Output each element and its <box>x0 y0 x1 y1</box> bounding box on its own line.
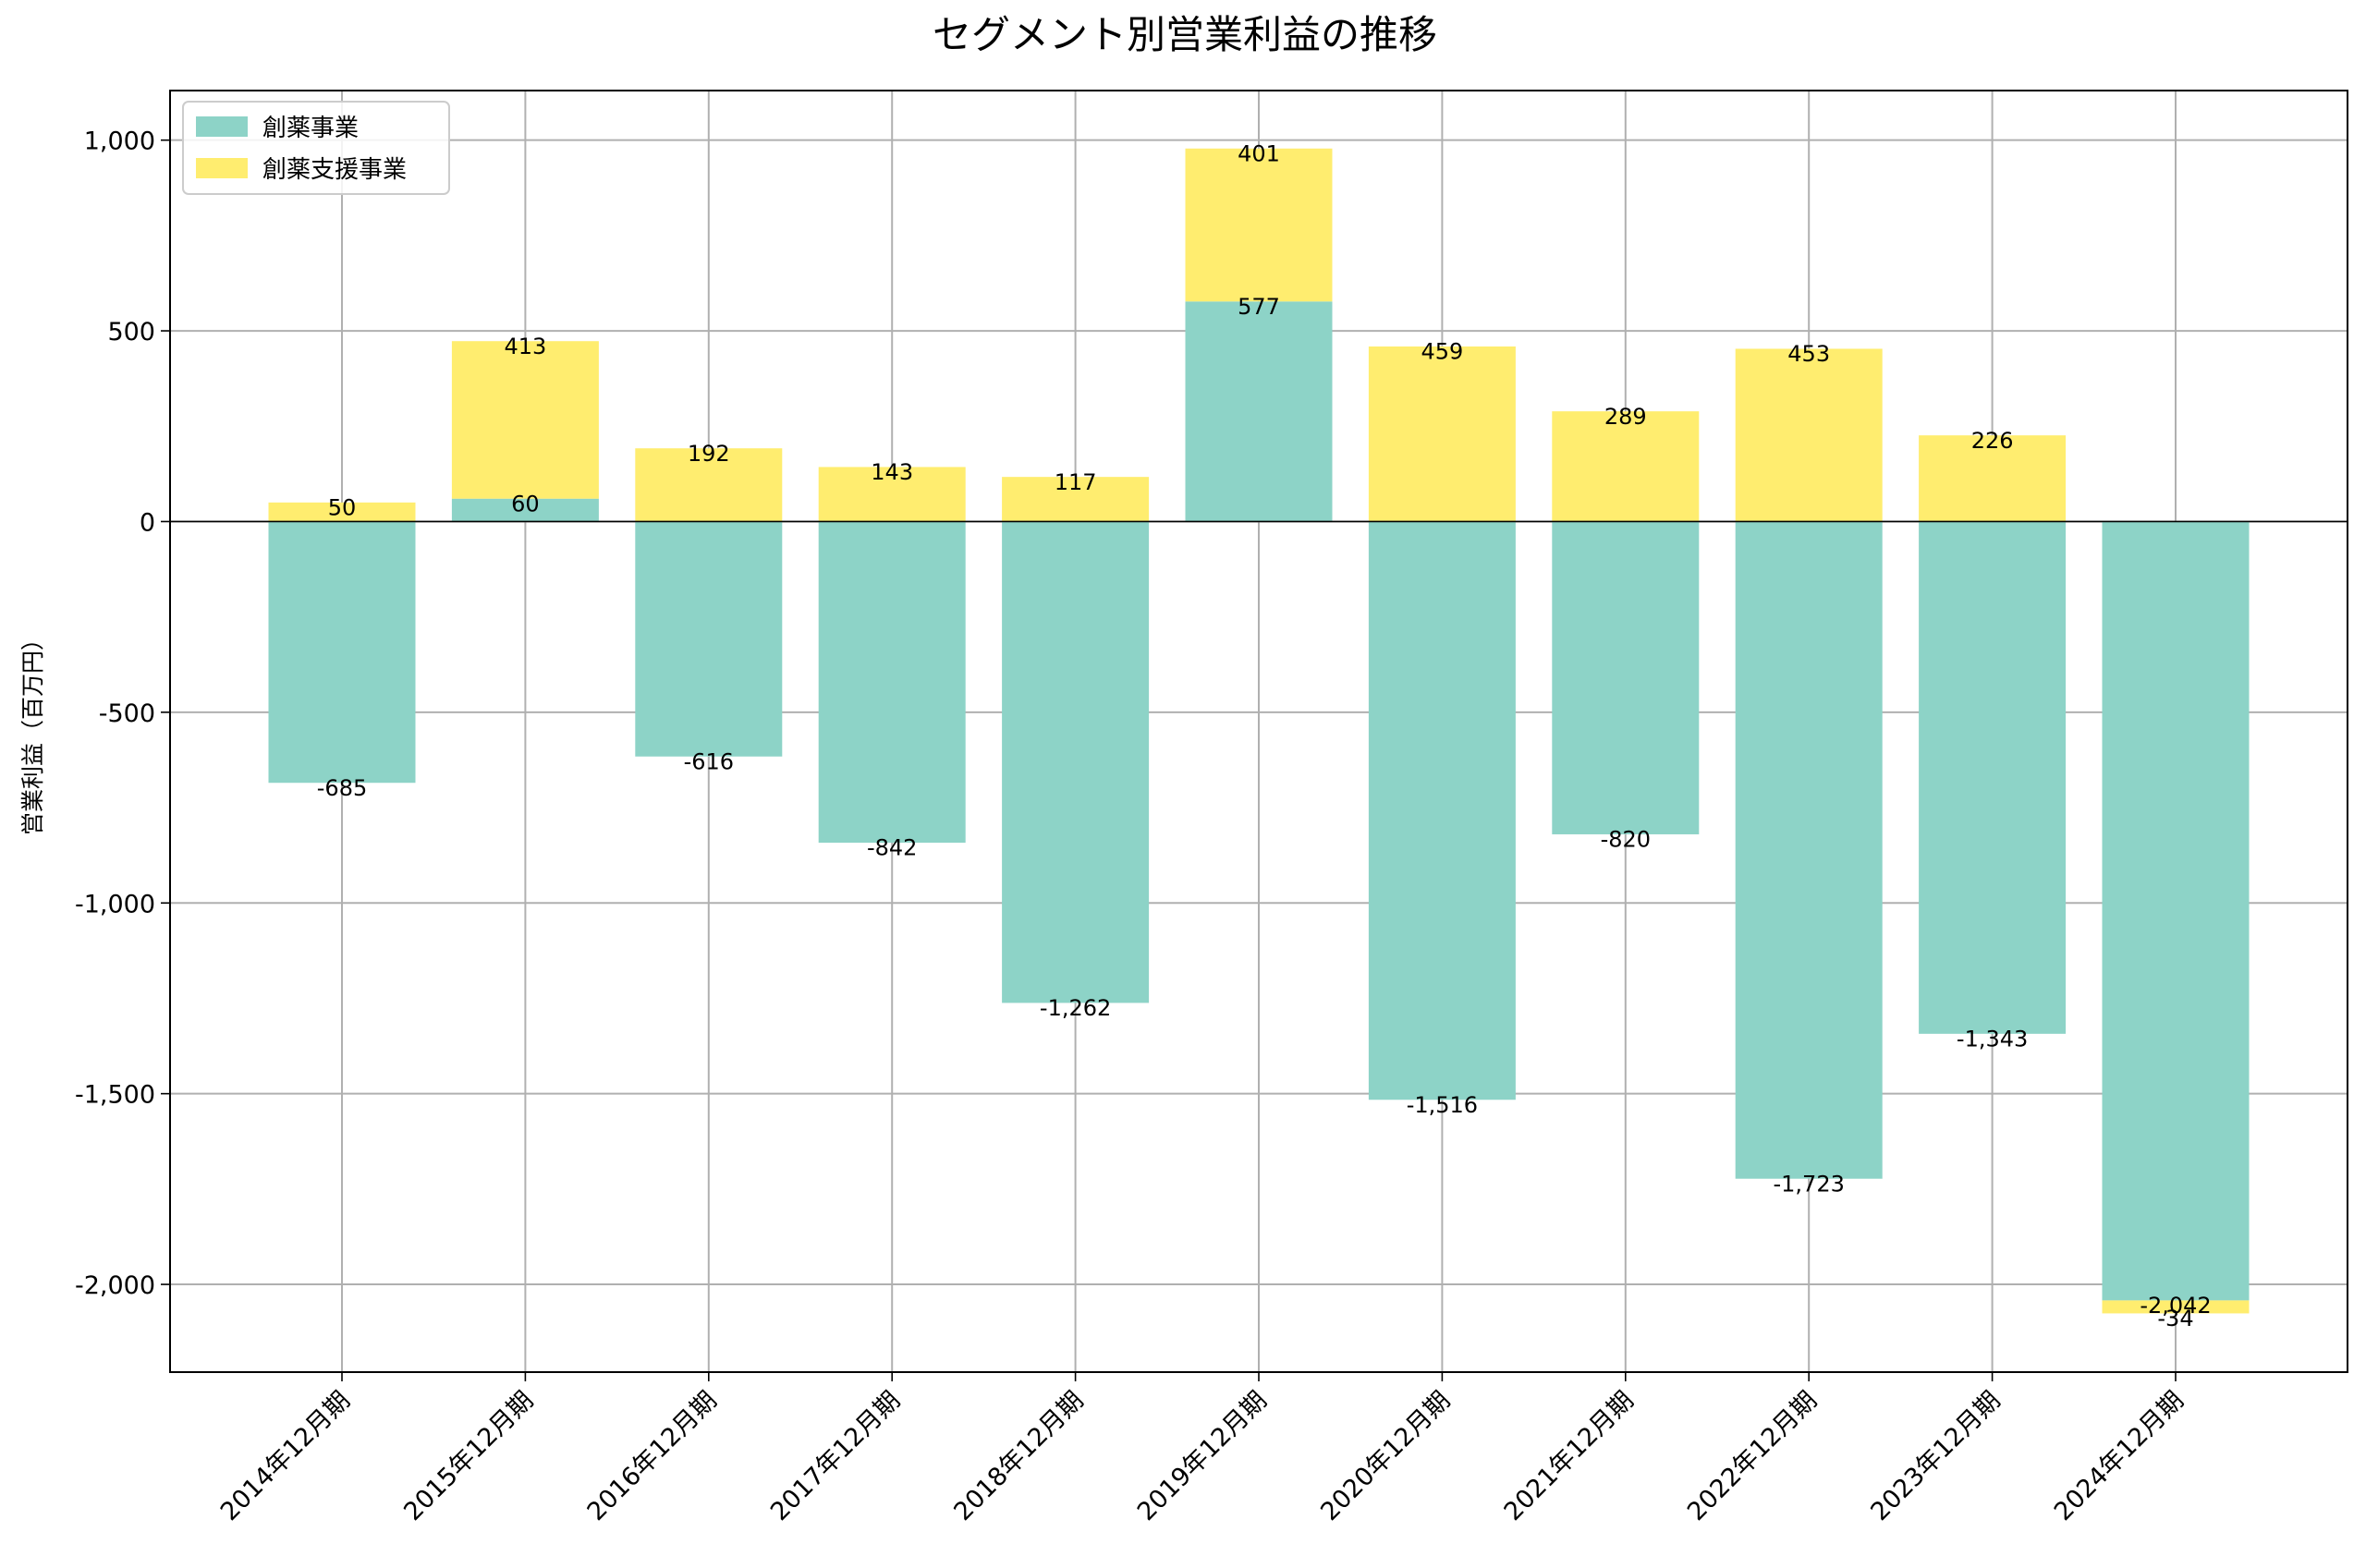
bar-drug-discovery <box>1919 521 2067 1034</box>
data-label: -2,042 <box>2140 1293 2211 1319</box>
data-label: 60 <box>511 491 540 517</box>
x-tick-label: 2018年12月期 <box>948 1386 1089 1526</box>
data-label: -1,262 <box>1040 995 1111 1021</box>
bar-drug-discovery-support <box>1185 148 1333 302</box>
bar-drug-discovery-support <box>1368 346 1516 522</box>
bar-drug-discovery <box>1735 521 1883 1179</box>
legend-swatch <box>196 158 248 178</box>
bar-drug-discovery <box>2102 521 2250 1301</box>
bar-drug-discovery-support <box>1552 411 1700 522</box>
data-label: 192 <box>688 441 730 467</box>
data-label: -34 <box>2157 1306 2193 1331</box>
legend-label: 創薬支援事業 <box>262 156 407 184</box>
data-label: -1,516 <box>1407 1092 1478 1118</box>
bar-drug-discovery-support <box>1919 435 2067 522</box>
data-label: -1,723 <box>1774 1171 1845 1197</box>
bar-drug-discovery-support <box>451 341 599 499</box>
bar-drug-discovery <box>1368 521 1516 1100</box>
y-tick-label: -1,000 <box>75 890 155 918</box>
chart-title: セグメント別営業利益の推移 <box>933 12 1437 57</box>
bars-layer <box>268 148 2250 1314</box>
data-label: 577 <box>1238 294 1280 320</box>
x-tick-label: 2024年12月期 <box>2049 1386 2189 1526</box>
x-tick-label: 2015年12月期 <box>398 1386 539 1526</box>
data-label: -842 <box>867 835 917 861</box>
data-labels-layer: -685 60 -616 -842 -1,262 577 -1,516 -820 -1,723 -… <box>317 140 2212 1331</box>
bar-drug-discovery-support <box>1735 348 1883 522</box>
data-label: 117 <box>1055 469 1097 495</box>
legend-label: 創薬事業 <box>262 115 359 142</box>
data-label: 413 <box>504 334 546 359</box>
data-label: 50 <box>328 494 357 520</box>
bar-drug-discovery <box>818 521 966 844</box>
data-label: -820 <box>1601 827 1651 853</box>
data-label: -1,343 <box>1957 1026 2028 1051</box>
y-tick-label: -1,500 <box>75 1081 155 1110</box>
x-tick-label: 2021年12月期 <box>1499 1386 1640 1526</box>
data-label: 401 <box>1238 140 1280 166</box>
bar-drug-discovery-support <box>818 467 966 522</box>
data-label: 453 <box>1787 341 1830 367</box>
bar-drug-discovery-support <box>268 502 416 522</box>
bar-drug-discovery <box>268 521 416 784</box>
bar-drug-discovery <box>635 521 783 757</box>
x-tick-label: 2019年12月期 <box>1132 1386 1273 1526</box>
y-tick-label: -500 <box>99 699 155 728</box>
y-axis-label: 営業利益（百万円） <box>19 627 46 835</box>
x-tick-label: 2017年12月期 <box>765 1386 906 1526</box>
y-tick-label: 500 <box>107 318 155 346</box>
y-tick-label: 1,000 <box>84 128 155 156</box>
legend-swatch <box>196 116 248 137</box>
y-tick-label: -2,000 <box>75 1271 155 1300</box>
x-tick-label: 2020年12月期 <box>1315 1386 1456 1526</box>
bar-drug-discovery-support <box>1002 477 1150 522</box>
data-label: 143 <box>871 459 913 485</box>
bar-drug-discovery <box>1552 521 1700 834</box>
x-tick-label: 2023年12月期 <box>1865 1386 2006 1526</box>
x-tick-label: 2022年12月期 <box>1682 1386 1823 1526</box>
bar-drug-discovery-support <box>635 448 783 522</box>
bar-drug-discovery <box>1185 301 1333 522</box>
data-label: -685 <box>317 775 367 801</box>
bar-drug-discovery <box>1002 521 1150 1003</box>
bar-drug-discovery <box>451 498 599 522</box>
data-label: 289 <box>1604 404 1647 430</box>
data-label: -616 <box>684 748 734 774</box>
bar-drug-discovery-support <box>2102 1300 2250 1314</box>
plot-frame <box>169 90 2348 1373</box>
legend-box <box>182 101 450 195</box>
data-label: 459 <box>1421 339 1463 365</box>
x-tick-label: 2014年12月期 <box>215 1386 356 1526</box>
x-tick-label: 2016年12月期 <box>582 1386 723 1526</box>
y-tick-label: 0 <box>140 508 155 537</box>
data-label: 226 <box>1971 428 2014 454</box>
